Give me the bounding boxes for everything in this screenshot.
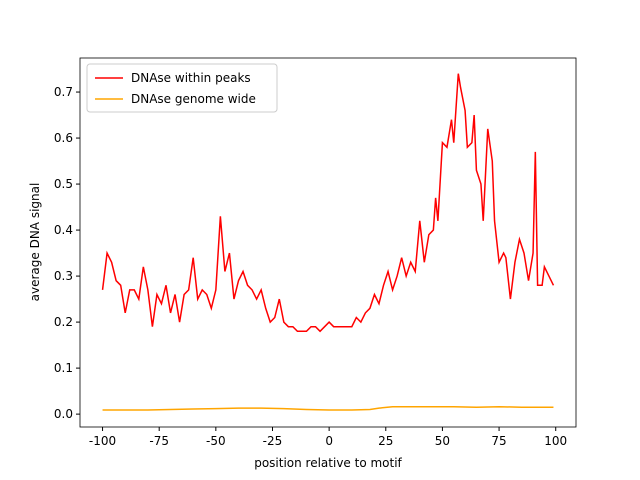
y-tick-label: 0.7 [54,85,73,99]
x-tick-label: -25 [263,434,283,448]
y-tick-label: 0.2 [54,315,73,329]
legend-box [86,63,278,113]
y-tick-label: 0.6 [54,131,73,145]
x-tick-label: -100 [89,434,116,448]
data-line [101,73,555,333]
y-tick-label: 0.4 [54,223,73,237]
y-tick-label: 0.5 [54,177,73,191]
data-line [102,406,554,411]
y-tick-label: 0.3 [54,269,73,283]
x-tick-label: 50 [435,434,450,448]
x-tick-label: 0 [325,434,333,448]
x-tick-label: 25 [378,434,393,448]
y-tick-label: 0.1 [54,361,73,375]
y-axis-label: average DNA signal [28,183,42,302]
legend-label: DNAse genome wide [131,92,256,106]
x-tick-label: 75 [491,434,506,448]
legend-label: DNAse within peaks [131,71,251,85]
x-axis-label: position relative to motif [254,456,402,470]
x-tick-label: -50 [206,434,226,448]
x-tick-label: -75 [149,434,169,448]
x-tick-label: 100 [544,434,567,448]
y-tick-label: 0.0 [54,407,73,421]
plot-frame [79,57,577,428]
